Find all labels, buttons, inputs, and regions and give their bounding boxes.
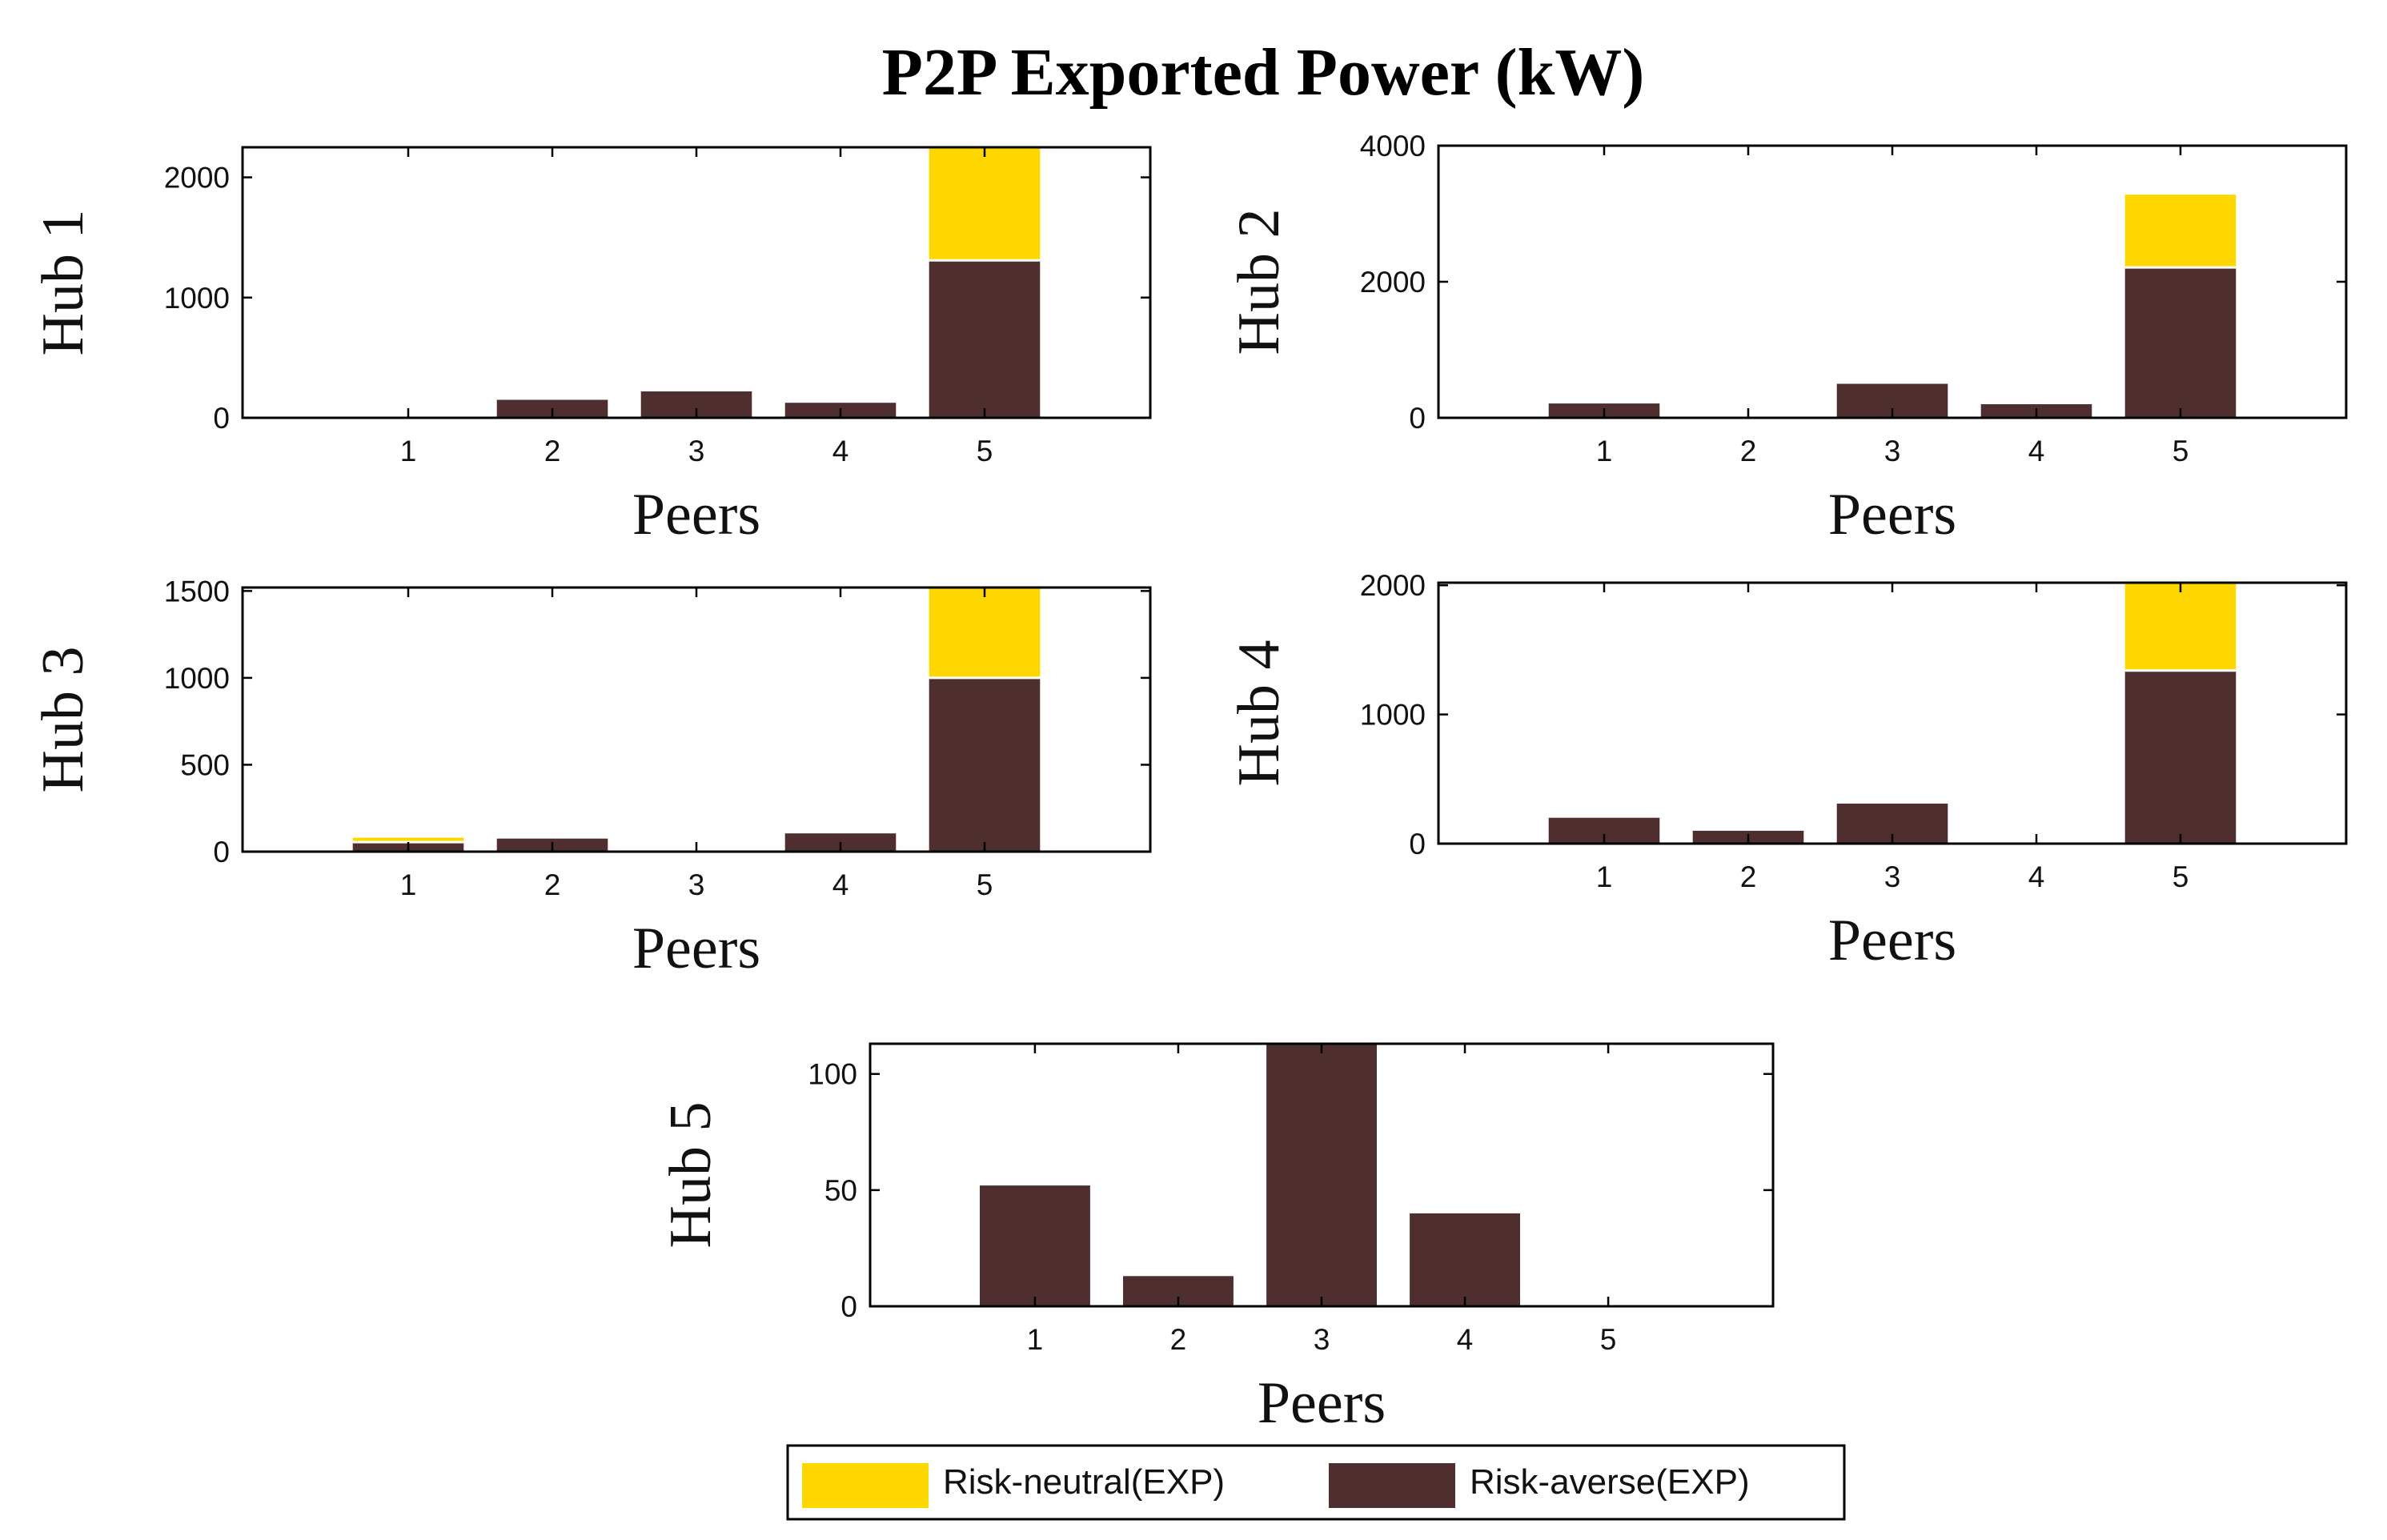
bar-hub5-peer4-risk-averse	[1410, 1213, 1520, 1306]
chart-panel-hub-4: 0 1000 2000 1 2 3 4 5 Peers Hub 4	[1226, 569, 2348, 973]
legend: Risk-neutral(EXP) Risk-averse(EXP)	[786, 1444, 1846, 1521]
x-tick-label: 4	[832, 868, 849, 901]
legend-box	[786, 1444, 1846, 1521]
x-tick-label: 5	[977, 868, 993, 901]
x-tick-label: 3	[688, 868, 705, 901]
y-tick-label: 0	[213, 836, 230, 868]
y-axis-label: Hub 4	[1226, 640, 1292, 787]
y-tick-label: 1000	[164, 662, 230, 695]
x-tick-label: 5	[2172, 860, 2189, 893]
y-axis-label: Hub 1	[30, 210, 96, 356]
x-axis-label: Peers	[1828, 482, 1956, 547]
bar-hub4-peer5-risk-neutral	[2124, 583, 2237, 671]
x-tick-label: 1	[1596, 860, 1613, 893]
bar-hub3-peer5-risk-neutral	[929, 588, 1041, 678]
x-tick-label: 1	[1596, 435, 1613, 467]
x-tick-label: 3	[688, 435, 705, 467]
x-tick-label: 1	[400, 435, 417, 467]
bar-hub4-peer5-risk-averse	[2124, 670, 2237, 844]
legend-label-risk-averse: Risk-averse(EXP)	[1470, 1462, 1750, 1502]
bar-hub3-peer5-risk-averse	[929, 677, 1041, 852]
chart-panel-hub-3: 0 500 1000 1500 1 2 3 4 5 Peers Hub 3	[30, 575, 1152, 981]
x-axis-label: Peers	[1258, 1370, 1386, 1436]
y-tick-label: 50	[824, 1174, 857, 1207]
chart-panel-hub-2: 0 2000 4000 1 2 3 4 5 Peers Hub 2	[1226, 130, 2348, 547]
chart-panel-hub-5: 0 50 100 1 2 3 4 5 Peers Hub 5	[658, 1042, 1775, 1436]
bar-hub1-peer5-risk-neutral	[929, 147, 1041, 261]
y-tick-label: 100	[808, 1058, 857, 1091]
y-tick-label: 0	[840, 1290, 857, 1323]
y-axis-label: Hub 3	[30, 647, 96, 793]
x-tick-label: 4	[2028, 435, 2045, 467]
y-tick-label: 4000	[1360, 130, 1426, 162]
y-axis-label: Hub 2	[1226, 209, 1292, 355]
x-tick-label: 4	[2028, 860, 2045, 893]
x-tick-label: 3	[1884, 860, 1901, 893]
y-axis-label: Hub 5	[658, 1102, 724, 1249]
figure-title: P2P Exported Power (kW)	[882, 35, 1645, 110]
bar-hub1-peer5-risk-averse	[929, 260, 1041, 418]
y-tick-label: 1000	[164, 282, 230, 315]
x-axis-label: Peers	[632, 482, 760, 547]
y-tick-label: 0	[213, 402, 230, 435]
y-tick-label: 0	[1409, 402, 1426, 435]
x-tick-label: 2	[1740, 435, 1757, 467]
legend-label-risk-neutral: Risk-neutral(EXP)	[943, 1462, 1225, 1502]
x-tick-label: 2	[544, 868, 561, 901]
y-tick-label: 2000	[1360, 266, 1426, 299]
bar-hub2-peer5-risk-neutral	[2124, 195, 2237, 268]
bar-hub5-peer1-risk-averse	[980, 1185, 1090, 1306]
x-axis-label: Peers	[1828, 908, 1956, 973]
x-tick-label: 4	[832, 435, 849, 467]
x-tick-label: 1	[400, 868, 417, 901]
bar-hub3-peer1-risk-neutral	[352, 837, 464, 842]
y-tick-label: 2000	[164, 162, 230, 195]
y-tick-label: 2000	[1360, 569, 1426, 602]
legend-swatch-risk-neutral	[802, 1463, 929, 1508]
x-tick-label: 4	[1457, 1323, 1474, 1356]
x-tick-label: 5	[1600, 1323, 1617, 1356]
y-tick-label: 1500	[164, 575, 230, 608]
x-tick-label: 1	[1027, 1323, 1044, 1356]
bar-hub5-peer3-risk-averse	[1266, 1044, 1377, 1306]
x-tick-label: 2	[1740, 860, 1757, 893]
x-axis-label: Peers	[632, 916, 760, 981]
x-tick-label: 3	[1884, 435, 1901, 467]
x-tick-label: 5	[977, 435, 993, 467]
y-tick-label: 0	[1409, 828, 1426, 860]
legend-swatch-risk-averse	[1329, 1463, 1455, 1508]
x-tick-label: 2	[544, 435, 561, 467]
y-tick-label: 1000	[1360, 699, 1426, 732]
x-tick-label: 2	[1170, 1323, 1187, 1356]
x-tick-label: 3	[1314, 1323, 1330, 1356]
bar-hub2-peer5-risk-averse	[2124, 267, 2237, 418]
chart-panel-hub-1: 0 1000 2000 1 2 3 4 5 Peers Hub 1	[30, 146, 1152, 547]
x-tick-label: 5	[2172, 435, 2189, 467]
y-tick-label: 500	[180, 748, 230, 781]
